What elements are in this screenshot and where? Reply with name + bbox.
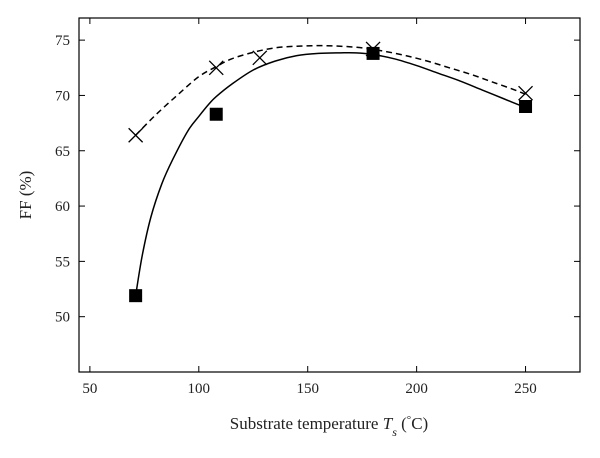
- series-2-point: [129, 289, 143, 303]
- x-tick-label: 200: [405, 381, 428, 397]
- series-1-point: [252, 50, 268, 66]
- x-tick-label: 100: [188, 381, 211, 397]
- plot-area: [78, 17, 581, 373]
- data-markers: [128, 41, 534, 303]
- series-2-fit-line: [134, 51, 526, 296]
- axis-ticks: 50 100 150 200 250 50 55 60 65 70 75: [55, 18, 580, 397]
- y-tick-label: 70: [55, 88, 70, 104]
- series-1-fit-line: [135, 44, 526, 136]
- x-tick-label: 250: [514, 381, 537, 397]
- series-2-point: [209, 107, 223, 121]
- x-axis-title: Substrate temperature Ts (°C): [230, 414, 428, 439]
- fit-curves: [134, 44, 526, 296]
- x-tick-label: 50: [82, 381, 97, 397]
- y-tick-label: 60: [55, 199, 70, 215]
- series-1-point: [208, 60, 224, 76]
- y-tick-label: 75: [55, 33, 70, 49]
- y-tick-label: 55: [55, 254, 70, 270]
- x-tick-label: 150: [296, 381, 319, 397]
- series-2-point: [366, 46, 380, 60]
- y-tick-label: 65: [55, 144, 70, 160]
- series-1-point: [518, 85, 534, 101]
- series-2-point: [519, 100, 533, 113]
- y-axis-title: FF (%): [16, 171, 35, 220]
- series-1-point: [128, 127, 144, 143]
- y-tick-label: 50: [55, 310, 70, 326]
